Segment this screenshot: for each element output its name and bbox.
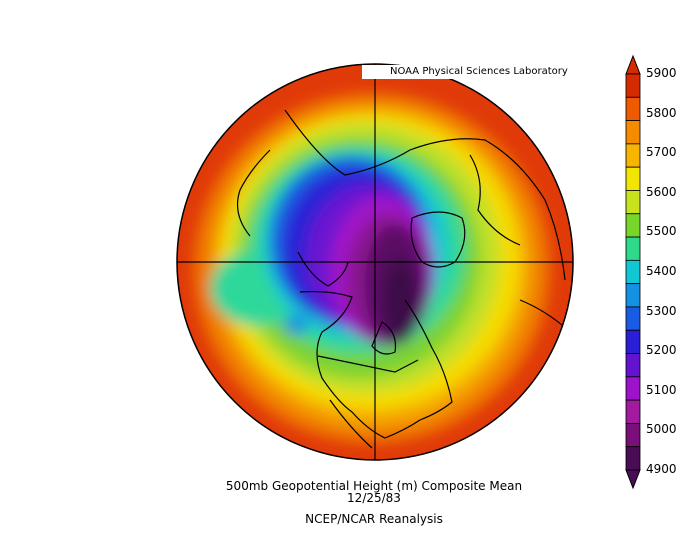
colorbar-tick-label: 5700 xyxy=(646,145,677,160)
colorbar-tick-label: 5300 xyxy=(646,303,677,318)
colorbar-swatch xyxy=(625,329,641,354)
eurasia-coast xyxy=(284,109,566,281)
caption-title: 500mb Geopotential Height (m) Composite … xyxy=(225,479,523,493)
colorbar-tick-label: 5200 xyxy=(646,343,677,358)
colorbar-swatch xyxy=(625,143,641,168)
colorbar-tick-label: 5600 xyxy=(646,184,677,199)
colorbar-tick-label: 5400 xyxy=(646,264,677,278)
colorbar-swatch xyxy=(625,96,641,121)
asia-east-coast xyxy=(237,149,271,237)
colorbar xyxy=(625,54,641,490)
mexico-coast xyxy=(329,399,373,449)
colorbar-swatch xyxy=(625,353,641,378)
colorbar-swatch xyxy=(625,190,641,215)
hudson-bay xyxy=(371,321,397,355)
colorbar-tick-label: 5800 xyxy=(646,105,677,120)
map-boundary xyxy=(176,63,574,461)
colorbar-swatch xyxy=(625,73,641,98)
caption-date: 12/25/83 xyxy=(347,491,401,505)
europe-coast xyxy=(469,154,521,246)
colorbar-max-arrow xyxy=(625,54,641,75)
colorbar-swatch xyxy=(625,166,641,191)
colorbar-swatch xyxy=(625,399,641,424)
polar-vortex-core xyxy=(382,258,418,342)
colorbar-tick-label: 5900 xyxy=(646,66,677,80)
colorbar-swatch xyxy=(625,259,641,285)
colorbar-swatch xyxy=(625,213,641,238)
us-border xyxy=(317,355,419,373)
colorbar-tick-label: 5000 xyxy=(646,422,677,437)
north-america-coast xyxy=(299,290,453,439)
colorbar-tick-label: 5100 xyxy=(646,382,677,397)
credit-label: NOAA Physical Sciences Laboratory xyxy=(362,65,572,79)
colorbar-swatch xyxy=(625,283,641,308)
coastlines xyxy=(237,109,569,449)
pacific-low-core xyxy=(284,315,308,335)
caption-source: NCEP/NCAR Reanalysis xyxy=(305,512,443,526)
colorbar-min-arrow xyxy=(625,469,641,490)
colorbar-swatch xyxy=(625,120,641,145)
colorbar-swatch xyxy=(625,376,641,401)
colorbar-swatch xyxy=(625,446,641,471)
colorbar-swatch xyxy=(625,236,641,261)
colorbar-tick-label: 4900 xyxy=(646,462,677,476)
alaska-coast xyxy=(297,251,349,287)
colorbar-swatch xyxy=(625,306,641,331)
colorbar-swatch xyxy=(625,423,641,448)
colorbar-tick-label: 5500 xyxy=(646,224,677,239)
